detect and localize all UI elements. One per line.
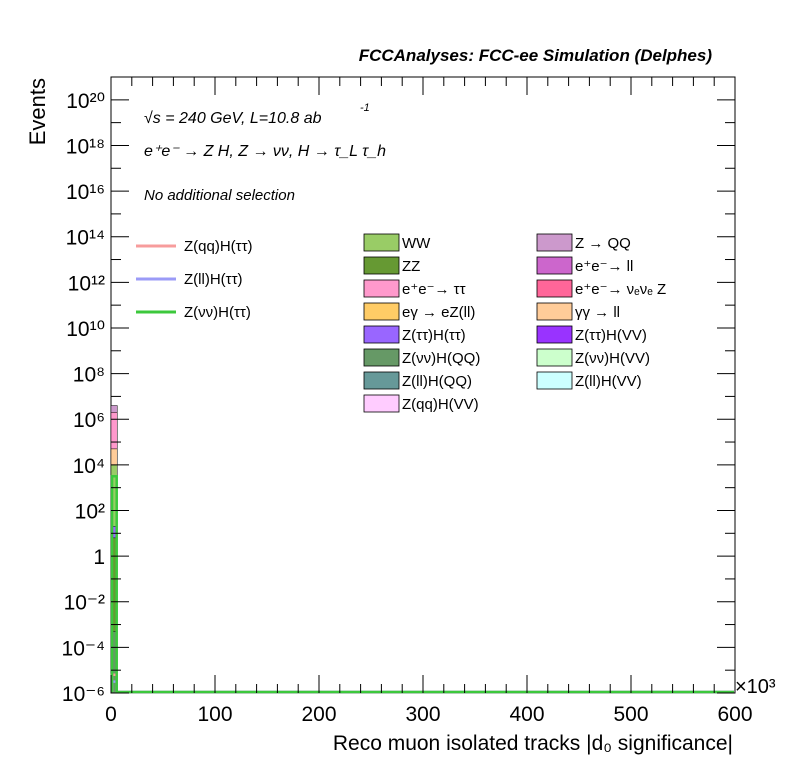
selection-text: No additional selection [144,187,295,204]
legend-box-swatch [363,371,400,390]
energy-line: √s = 240 GeV, L=10.8 ab [144,110,322,127]
legend: Z(qq)H(ττ) Z(ll)H(ττ) Z(νν)H(ττ) WW ZZ e⁺e⁻→ … [136,233,666,413]
y-tick-label: 10⁴ [73,455,105,478]
legend-entry: Z(νν)H(VV) [575,350,650,367]
legend-entry: Z(qq)H(VV) [402,396,479,413]
y-tick-label: 10¹⁶ [66,181,105,204]
x-tick-label: 300 [405,703,440,726]
y-tick-label: 10²⁰ [66,90,105,113]
legend-box-swatch [536,233,573,252]
legend-entry: Z(ll)H(VV) [575,373,642,390]
y-tick-label: 10¹⁰ [66,318,105,341]
x-tick-label: 0 [105,703,117,726]
legend-entry: e⁺e⁻→ ττ [402,281,466,298]
x-tick-label: 500 [613,703,648,726]
legend-box-swatch [536,302,573,321]
legend-box-swatch [536,348,573,367]
y-tick-label: 10¹⁴ [66,227,105,250]
y-tick-label: 10¹⁸ [66,135,105,158]
legend-entry: Z(ll)H(QQ) [402,373,472,390]
process-line: e⁺e⁻ → Z H, Z → νν, H → τ_L τ_h [144,143,386,160]
y-tick-label: 10⁻² [64,592,105,615]
legend-entry: Z(ll)H(ττ) [184,271,243,288]
x-axis-ticks: 0 100 200 300 400 500 600 [105,77,753,726]
y-tick-label: 10⁻⁴ [62,637,105,660]
y-axis-ticks: 10²⁰ 10¹⁸ 10¹⁶ 10¹⁴ 10¹² 10¹⁰ 10⁸ 10⁶ 10⁴ 10² 1 10⁻… [62,76,735,706]
legend-entry: e⁺e⁻→ ll [575,258,633,275]
y-tick-label: 10⁶ [73,409,105,432]
x-tick-label: 100 [197,703,232,726]
y-tick-label: 10² [75,500,105,523]
y-tick-label: 10⁻⁶ [62,683,105,706]
y-tick-label: 10¹² [68,272,105,295]
x-multiplier: ×10³ [735,676,776,698]
legend-entry: Z(ττ)H(VV) [575,327,647,344]
legend-box-swatch [536,279,573,298]
y-tick-label: 10⁸ [73,364,105,387]
y-axis-label: Events [25,78,50,145]
y-tick-label: 1 [93,546,105,569]
legend-entry: Z(νν)H(QQ) [402,350,480,367]
legend-entry: e⁺e⁻→ νₑνₑ Z [575,281,666,298]
x-tick-label: 400 [509,703,544,726]
legend-entry: Z(ττ)H(ττ) [402,327,466,344]
legend-box-swatch [363,325,400,344]
legend-entry: γγ → ll [575,304,620,321]
legend-box-swatch [536,256,573,275]
legend-box-swatch [363,302,400,321]
legend-box-swatch [363,394,400,413]
signal-line-Z(νν)H(ττ) [110,475,734,694]
legend-box-swatch [363,256,400,275]
legend-box-swatch [363,279,400,298]
signal-lines [110,475,734,694]
chart-title: FCCAnalyses: FCC-ee Simulation (Delphes) [359,46,713,65]
legend-entry: Z → QQ [575,235,631,252]
x-tick-label: 600 [717,703,752,726]
legend-entry: WW [402,235,431,252]
legend-entry: eγ → eZ(ll) [402,304,475,321]
legend-entry: Z(qq)H(ττ) [184,238,253,255]
legend-box-swatch [536,325,573,344]
legend-box-swatch [363,348,400,367]
legend-entry: Z(νν)H(ττ) [184,304,251,321]
x-tick-label: 200 [301,703,336,726]
legend-box-swatch [536,371,573,390]
legend-box-swatch [363,233,400,252]
x-axis-label: Reco muon isolated tracks |d₀ significan… [333,732,733,755]
legend-entry: ZZ [402,258,420,275]
energy-superscript: -1 [360,102,370,114]
